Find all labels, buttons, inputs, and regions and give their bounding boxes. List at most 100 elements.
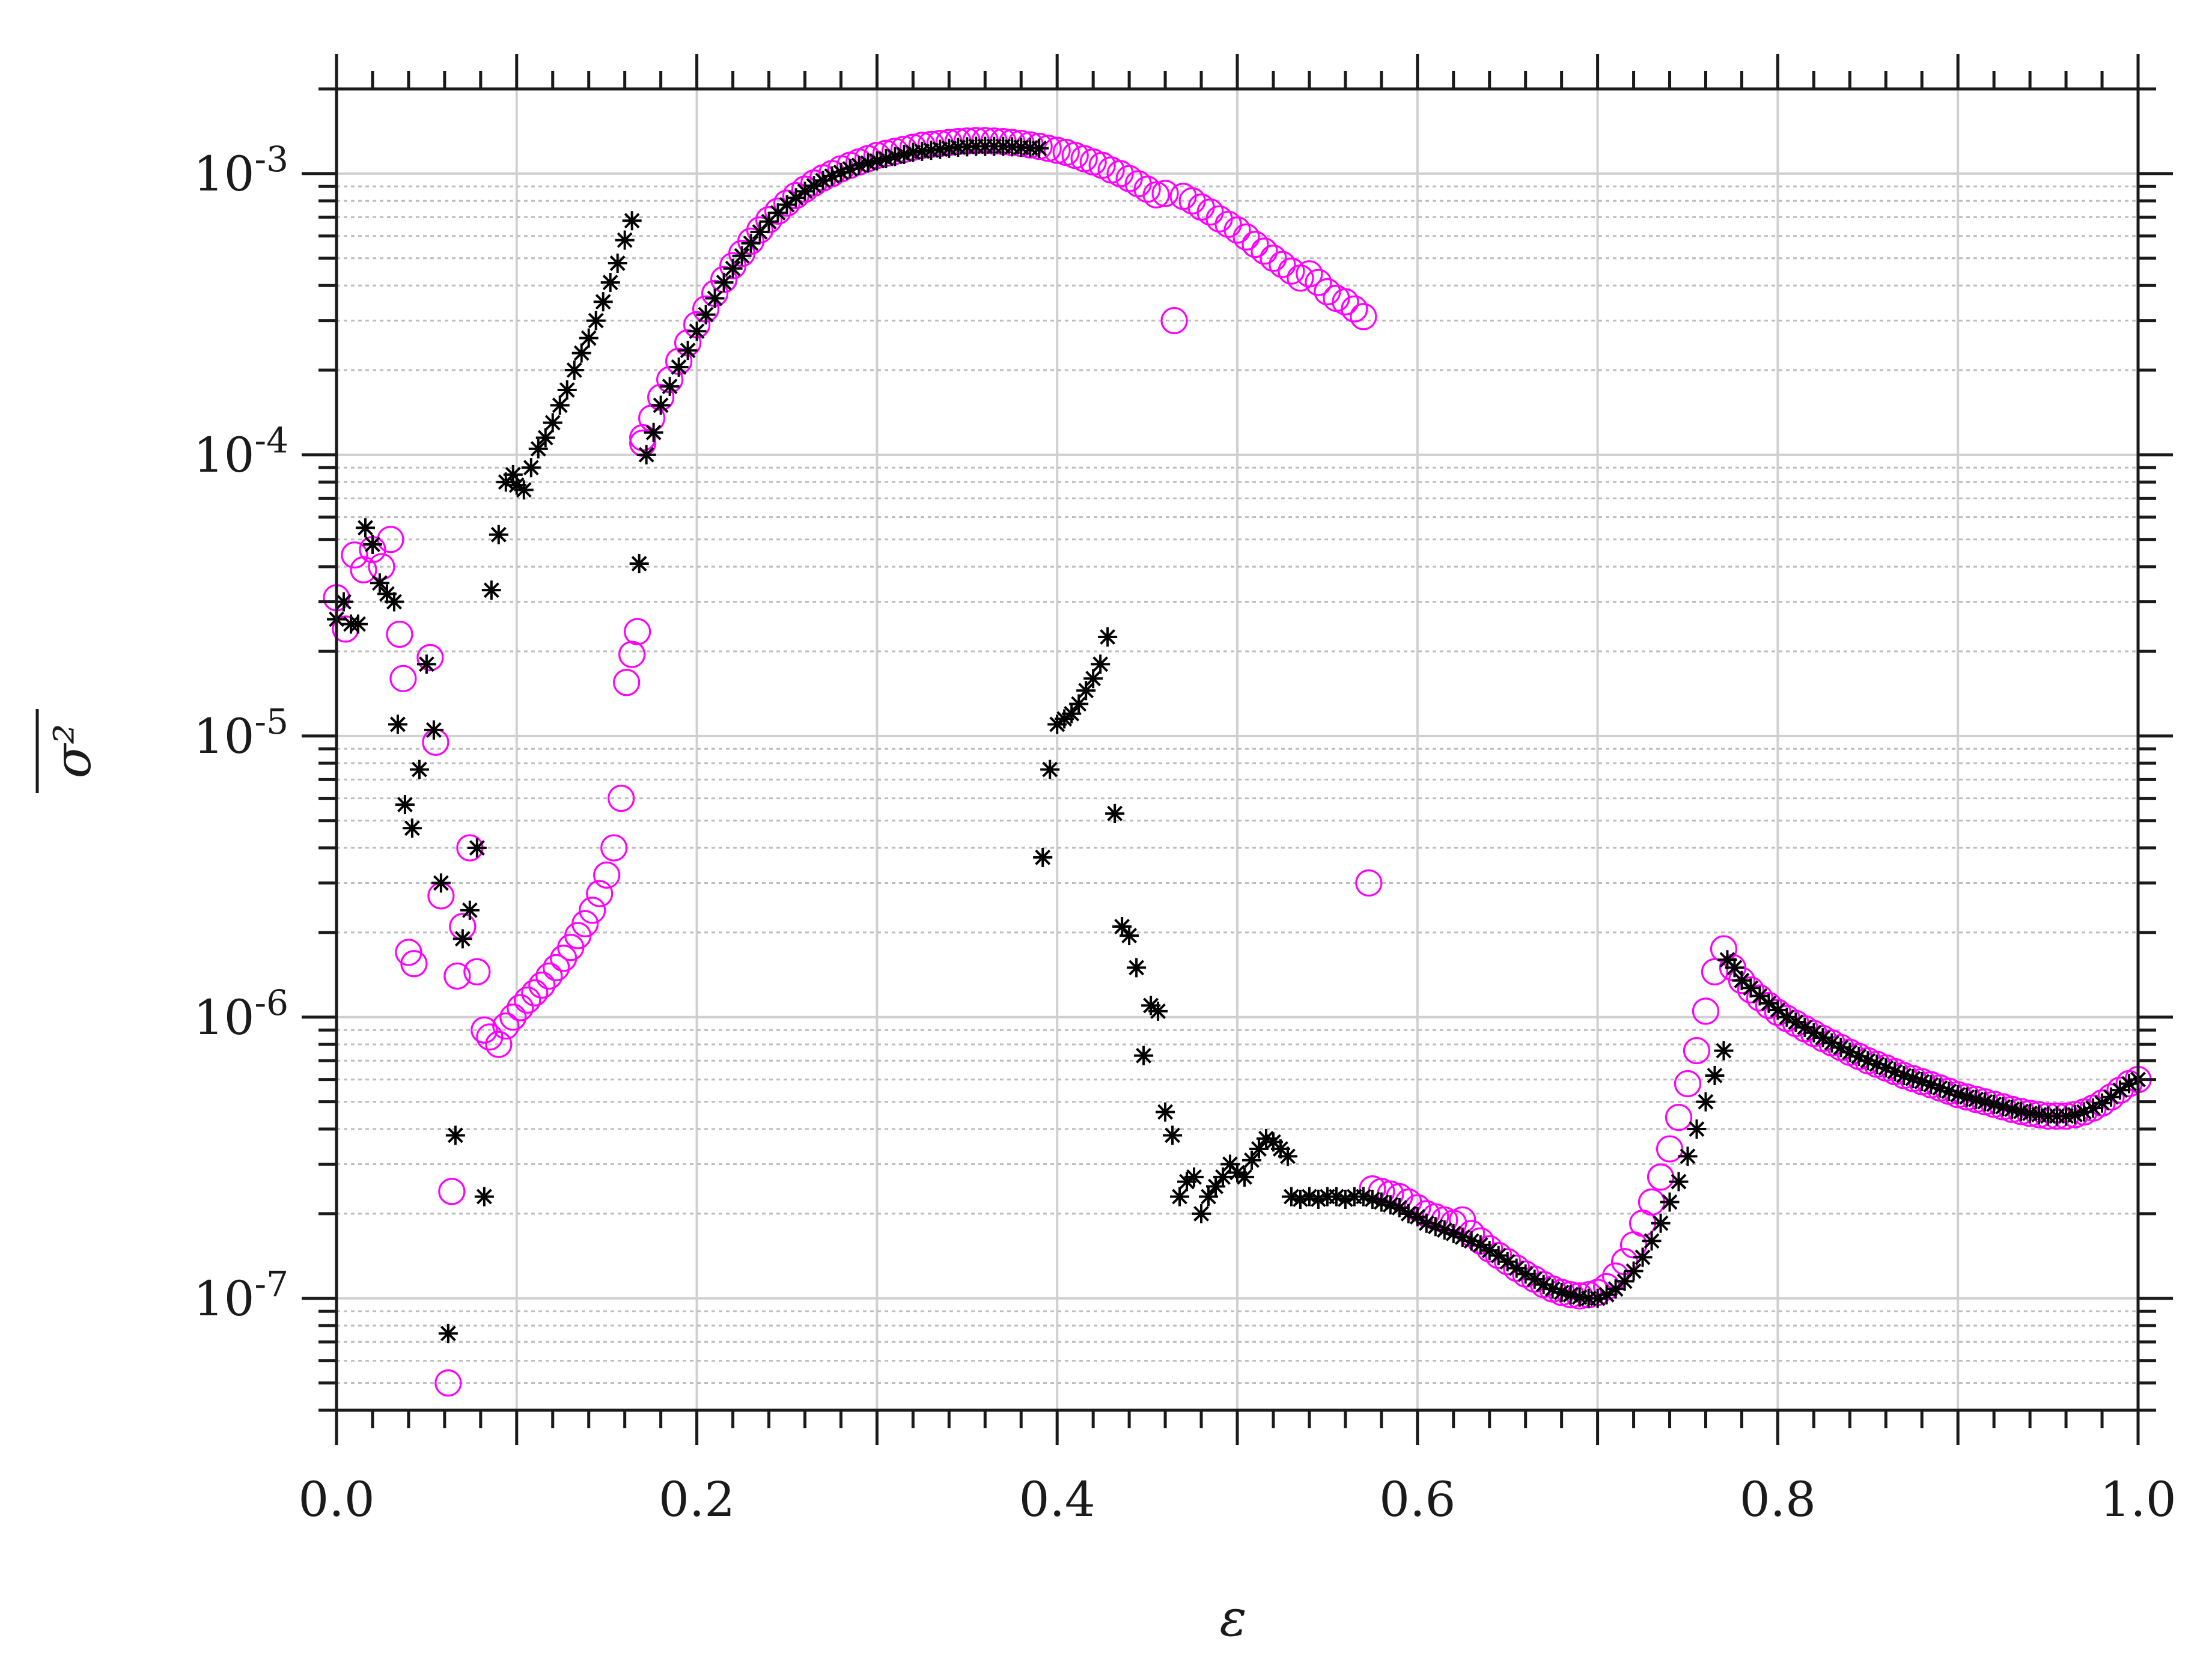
star-point — [622, 211, 642, 231]
circle-point — [1160, 306, 1188, 335]
star-point — [723, 258, 743, 278]
star-point — [867, 151, 887, 171]
circle-point — [1133, 175, 1161, 203]
circle-point — [608, 785, 635, 812]
star-point — [644, 422, 663, 442]
circle-point — [1656, 1135, 1684, 1163]
star-point — [362, 535, 382, 555]
star-point — [1714, 1041, 1734, 1061]
star-point — [629, 554, 649, 574]
circle-point — [416, 644, 444, 671]
star-point — [1498, 1252, 1517, 1271]
circle-point — [1151, 180, 1179, 207]
circle-point — [368, 553, 395, 580]
axes — [302, 54, 2173, 1445]
circle-point — [476, 1023, 504, 1051]
circle-point — [1205, 205, 1233, 233]
circle-point — [1124, 170, 1152, 198]
circle-point — [341, 541, 368, 569]
circle-point — [1665, 1104, 1693, 1131]
star-point — [579, 328, 599, 348]
circle-point — [1332, 288, 1359, 315]
circle-point — [1647, 1163, 1675, 1191]
star-point — [678, 341, 698, 361]
data-series — [323, 127, 2152, 1397]
star-point — [395, 795, 415, 815]
star-point — [876, 149, 896, 169]
star-point — [1242, 1150, 1261, 1170]
star-point — [1687, 1119, 1707, 1139]
star-point — [2110, 1080, 2130, 1100]
circle-point — [2097, 1083, 2125, 1111]
star-point — [1606, 1279, 1625, 1299]
star-point — [1588, 1288, 1607, 1308]
y-tick-label: 10-5 — [193, 701, 288, 764]
circle-point — [710, 266, 738, 293]
star-point — [1993, 1097, 2013, 1116]
circle-point — [350, 556, 377, 583]
circle-point — [600, 834, 628, 862]
star-point — [669, 357, 689, 377]
circle-point — [543, 954, 570, 981]
star-point — [1678, 1146, 1698, 1166]
star-point — [1249, 1139, 1269, 1159]
star-point — [1091, 654, 1111, 674]
star-point — [1290, 1189, 1310, 1209]
circle-point — [1296, 260, 1323, 288]
star-point — [651, 395, 671, 415]
circle-point — [579, 896, 606, 924]
star-point — [1127, 958, 1147, 978]
star-point — [503, 464, 523, 484]
circle-point — [528, 971, 556, 999]
star-point — [467, 838, 487, 858]
star-point — [1120, 926, 1139, 946]
circle-point — [773, 189, 801, 217]
star-point — [1921, 1075, 1941, 1095]
star-point — [1069, 694, 1089, 714]
star-point — [1696, 1092, 1716, 1112]
star-point — [1912, 1072, 1932, 1092]
star-point — [564, 360, 584, 380]
circle-point — [521, 979, 549, 1006]
y-axis-label-text: σ² — [43, 723, 102, 778]
star-point — [1669, 1172, 1689, 1192]
star-point — [608, 254, 627, 273]
circle-point — [571, 910, 599, 937]
star-point — [1975, 1092, 1995, 1112]
star-point — [732, 246, 752, 266]
star-point — [1894, 1065, 1914, 1085]
circle-point — [471, 1016, 498, 1044]
x-tick-label: 0.0 — [298, 1472, 374, 1527]
circle-point — [1187, 193, 1215, 221]
circle-point — [1223, 216, 1251, 244]
star-point — [777, 195, 797, 215]
tick-labels: 0.0 0.2 0.4 0.6 0.8 1.0 10-7 10-6 10-5 10-4 10-3 — [193, 139, 2177, 1527]
star-point — [1098, 627, 1118, 647]
star-point — [2065, 1105, 2085, 1125]
circle-point — [463, 958, 491, 985]
star-point — [885, 147, 905, 166]
star-point — [1033, 847, 1053, 867]
star-point — [1624, 1261, 1644, 1281]
x-tick-label: 0.4 — [1019, 1472, 1095, 1527]
circle-point — [764, 197, 792, 225]
star-point — [543, 413, 562, 433]
star-point — [593, 292, 613, 312]
star-point — [660, 377, 680, 397]
star-point — [1705, 1065, 1725, 1085]
x-tick-label: 1.0 — [2100, 1472, 2176, 1527]
star-point — [1768, 1000, 1788, 1020]
star-point — [1939, 1082, 1959, 1101]
y-tick-label: 10-6 — [193, 982, 288, 1046]
star-point — [1105, 803, 1125, 823]
star-point — [416, 654, 436, 674]
star-point — [402, 818, 422, 838]
circle-point — [1701, 958, 1729, 985]
circle-point — [499, 1003, 527, 1031]
star-point — [1660, 1192, 1680, 1212]
circle-point — [1746, 984, 1774, 1012]
star-point — [355, 518, 375, 538]
star-point — [1642, 1231, 1662, 1251]
series-star — [327, 136, 2148, 1344]
